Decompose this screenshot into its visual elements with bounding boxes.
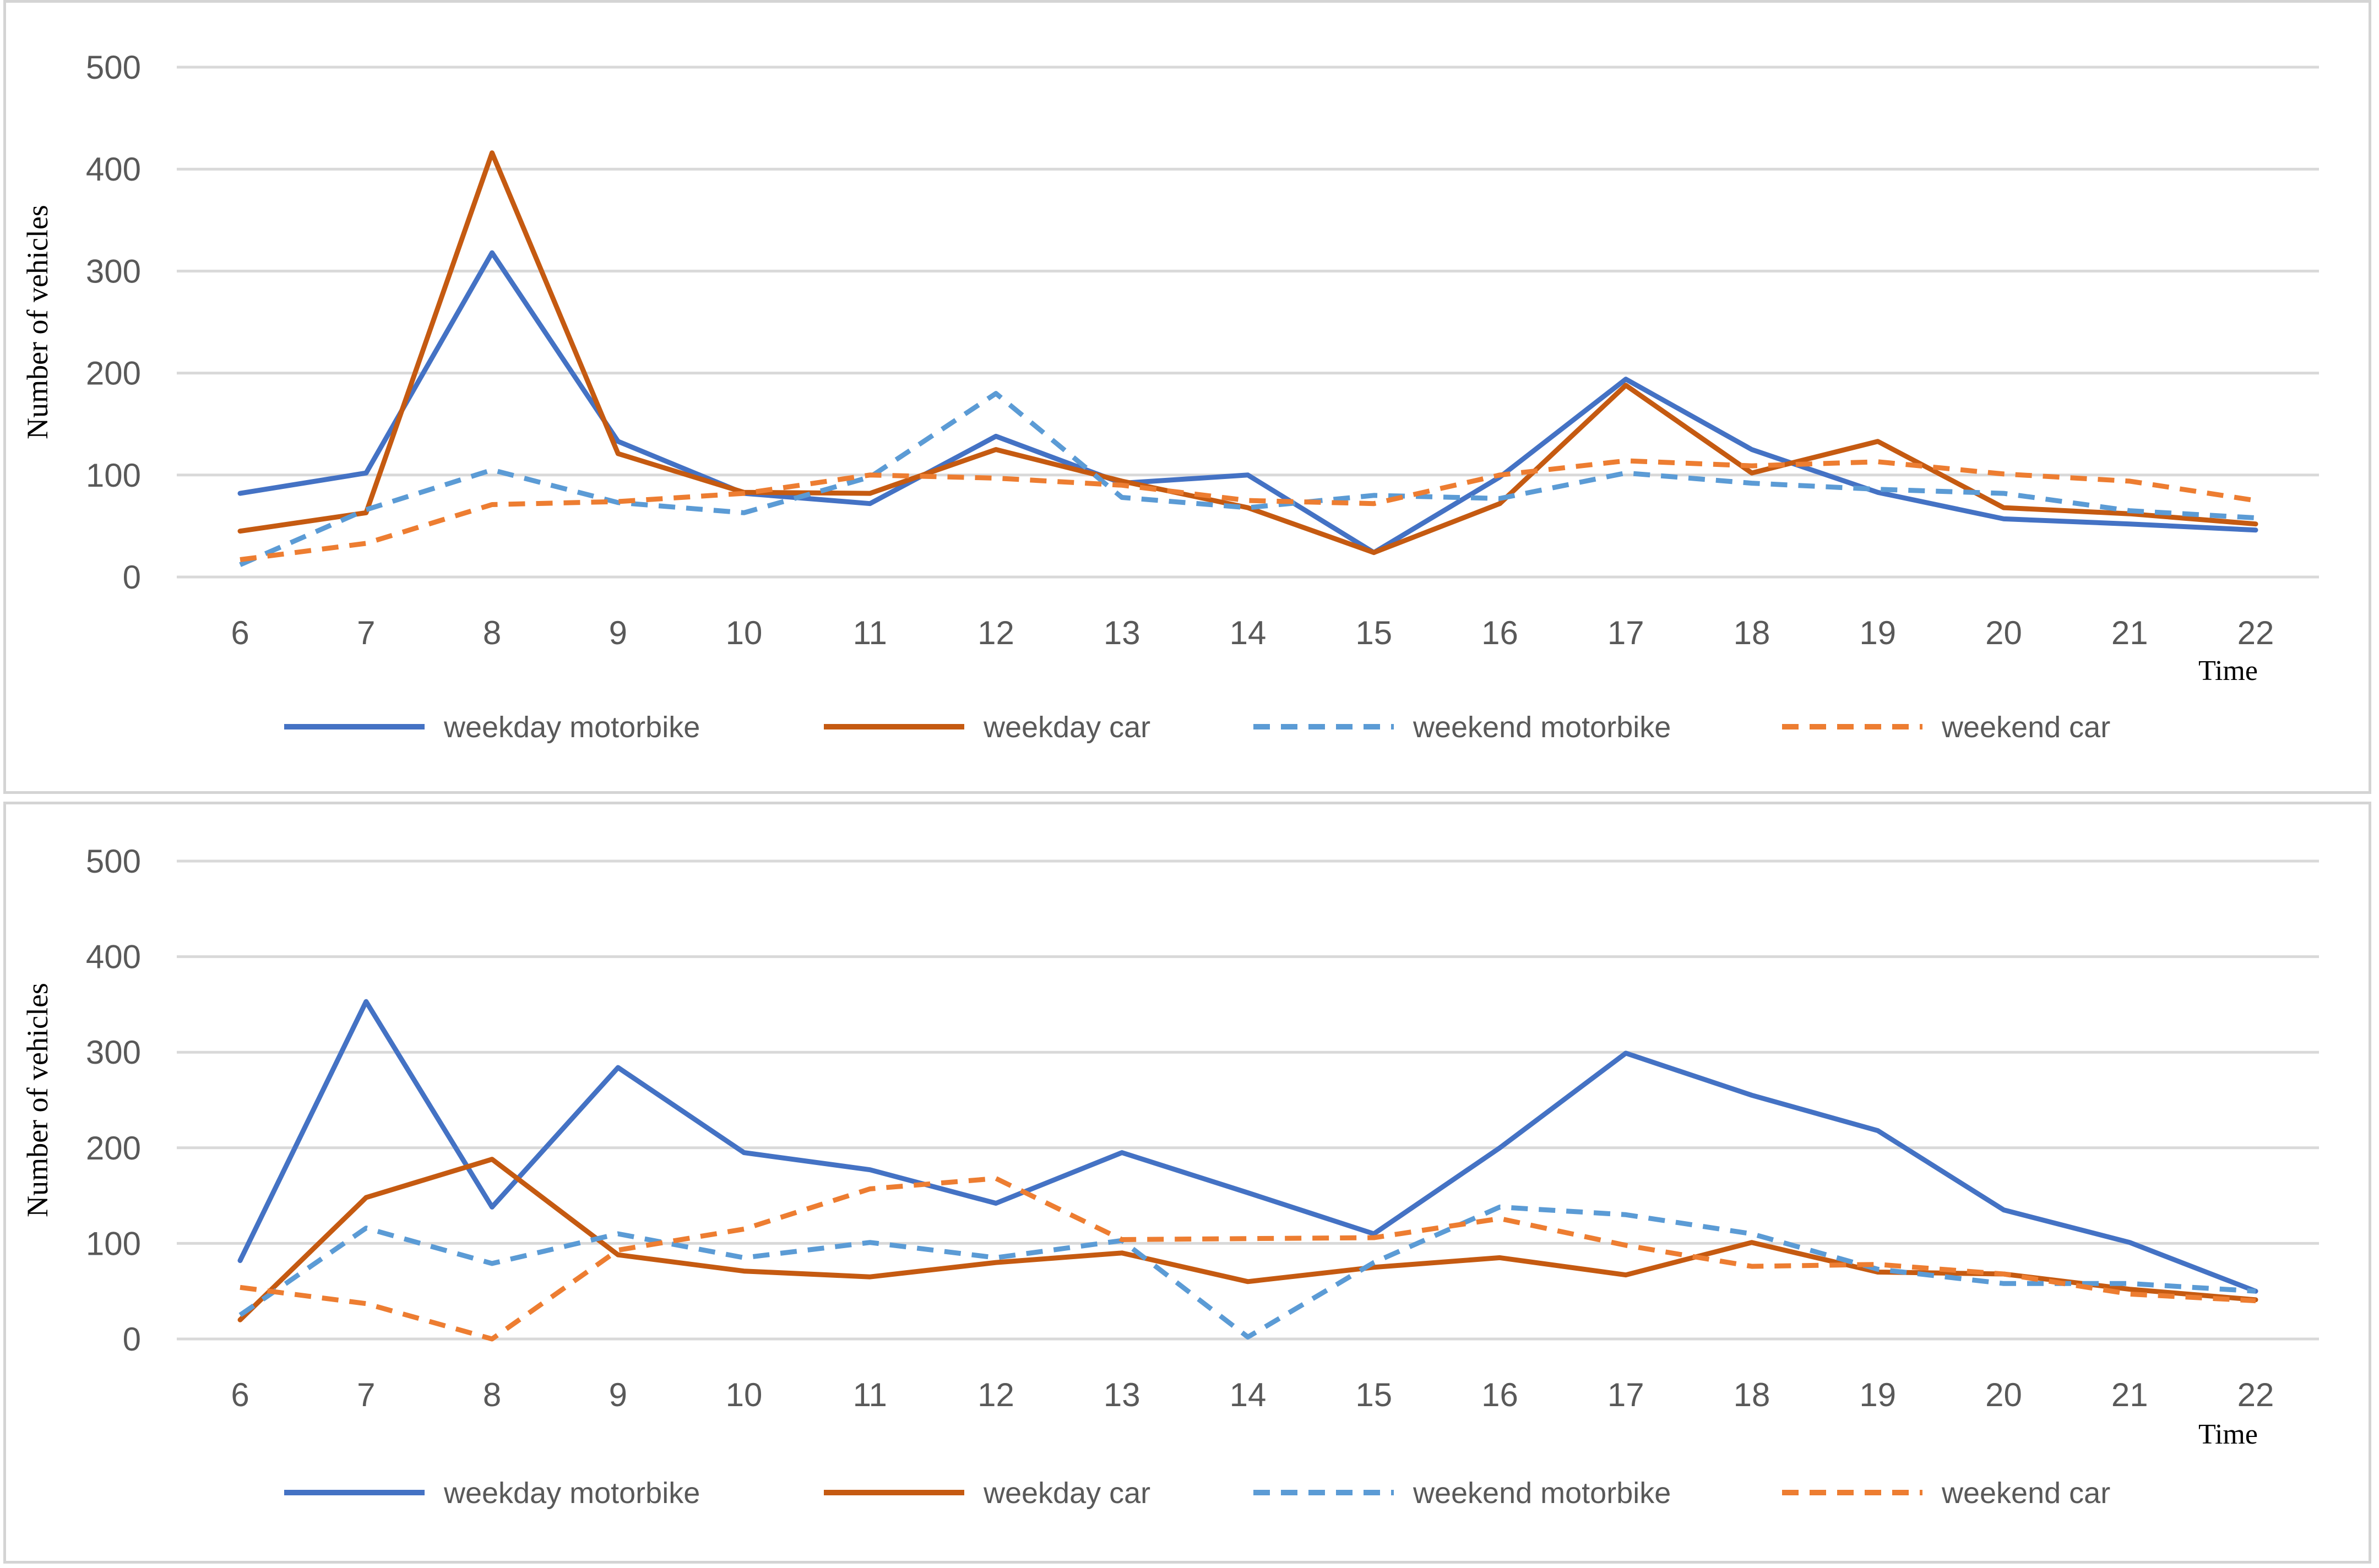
series-line-weekend-car — [240, 1175, 2256, 1342]
y-tick-label: 500 — [86, 843, 141, 880]
y-tick-label: 200 — [86, 1130, 141, 1167]
y-tick-label: 500 — [86, 49, 141, 86]
y-tick-label: 0 — [123, 1321, 141, 1358]
x-tick-label: 7 — [357, 1376, 375, 1413]
legend-label: weekday motorbike — [443, 1477, 700, 1510]
x-axis-title: Time — [2198, 1419, 2258, 1450]
x-tick-label: 18 — [1734, 614, 1770, 651]
x-tick-label: 16 — [1481, 1376, 1518, 1413]
x-tick-label: 10 — [726, 1376, 763, 1413]
x-axis-title: Time — [2198, 655, 2258, 687]
chart-panel-1: 0 100 200 300 400 500 6 7 8 9 10 11 12 13 14 15 16 17 18 19… — [3, 0, 2371, 794]
x-tick-label: 9 — [609, 614, 627, 651]
x-tick-label: 8 — [483, 614, 501, 651]
x-tick-label: 10 — [726, 614, 763, 651]
y-tick-label: 100 — [86, 1225, 141, 1262]
x-tick-label: 21 — [2111, 1376, 2148, 1413]
x-tick-label: 15 — [1355, 1376, 1392, 1413]
x-tick-label: 13 — [1104, 614, 1140, 651]
series-line-weekday-motorbike — [237, 999, 2258, 1294]
y-axis-title: Number of vehicles — [21, 205, 54, 439]
x-tick-label: 6 — [231, 1376, 249, 1413]
x-tick-label: 7 — [357, 614, 375, 651]
series-line-weekend-motorbike — [238, 1204, 2256, 1340]
y-tick-label: 100 — [86, 457, 141, 494]
legend-label: weekday motorbike — [443, 711, 700, 744]
series-line-weekday-car — [237, 1157, 2258, 1322]
line-chart-1: 0 100 200 300 400 500 6 7 8 9 10 11 12 13 14 15 16 17 18 19… — [21, 49, 2319, 744]
y-tick-label: 0 — [123, 559, 141, 596]
y-tick-label: 400 — [86, 939, 141, 976]
chart-panel-2: 0 100 200 300 400 500 6 7 8 9 10 11 12 13 14 15 16 17 18 19… — [3, 802, 2371, 1564]
x-tick-label: 11 — [853, 614, 887, 651]
series-line-weekday-car — [237, 150, 2258, 556]
legend-label: weekend motorbike — [1413, 1477, 1671, 1510]
x-tick-label: 21 — [2111, 614, 2148, 651]
x-tick-label: 22 — [2237, 1376, 2274, 1413]
x-tick-label: 20 — [1985, 614, 2022, 651]
x-tick-label: 12 — [977, 614, 1014, 651]
legend-label: weekend car — [1941, 1477, 2110, 1510]
series-line-weekday-motorbike — [237, 250, 2258, 556]
x-tick-label: 17 — [1607, 614, 1644, 651]
y-tick-label: 300 — [86, 1034, 141, 1071]
series-line-weekend-car — [240, 458, 2256, 562]
x-tick-label: 11 — [853, 1376, 887, 1413]
x-tick-label: 18 — [1734, 1376, 1770, 1413]
x-tick-label: 17 — [1607, 1376, 1644, 1413]
x-tick-label: 19 — [1859, 614, 1896, 651]
x-tick-label: 8 — [483, 1376, 501, 1413]
x-tick-label: 16 — [1481, 614, 1518, 651]
x-tick-label: 14 — [1230, 1376, 1267, 1413]
x-tick-label: 15 — [1355, 614, 1392, 651]
series-line-weekend-motorbike — [239, 391, 2256, 567]
legend-label: weekday car — [983, 711, 1150, 744]
legend-label: weekend car — [1941, 711, 2110, 744]
y-tick-label: 300 — [86, 253, 141, 290]
y-tick-label: 200 — [86, 355, 141, 392]
x-tick-label: 14 — [1230, 614, 1267, 651]
x-tick-label: 9 — [609, 1376, 627, 1413]
x-tick-label: 12 — [977, 1376, 1014, 1413]
y-tick-label: 400 — [86, 151, 141, 188]
x-tick-label: 22 — [2237, 614, 2274, 651]
line-chart-2: 0 100 200 300 400 500 6 7 8 9 10 11 12 13 14 15 16 17 18 19… — [21, 843, 2319, 1510]
y-axis-title: Number of vehicles — [21, 983, 54, 1217]
x-tick-label: 13 — [1104, 1376, 1140, 1413]
x-tick-label: 6 — [231, 614, 249, 651]
legend-label: weekend motorbike — [1413, 711, 1671, 744]
legend-label: weekday car — [983, 1477, 1150, 1510]
x-tick-label: 19 — [1859, 1376, 1896, 1413]
x-tick-label: 20 — [1985, 1376, 2022, 1413]
